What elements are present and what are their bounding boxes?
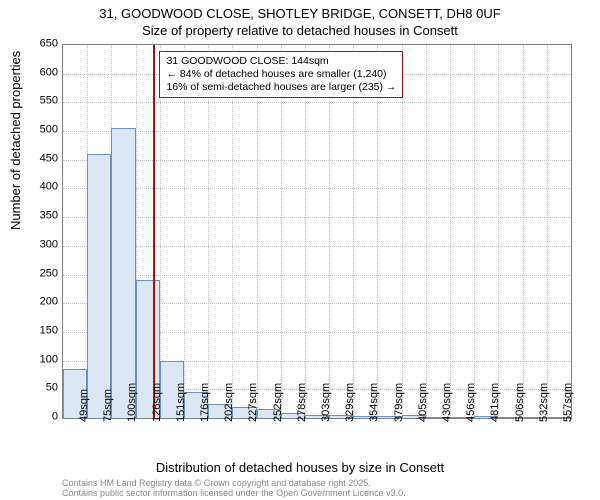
y-tick-label: 400	[18, 182, 58, 193]
x-tick-label: 532sqm	[538, 383, 550, 422]
gridline-v	[208, 45, 209, 418]
x-tick-label: 176sqm	[199, 383, 211, 422]
x-tick-label: 126sqm	[151, 383, 163, 422]
y-tick-label: 300	[18, 239, 58, 250]
gridline-v	[474, 45, 475, 418]
y-tick-label: 350	[18, 211, 58, 222]
footer-line-2: Contains public sector information licen…	[62, 488, 406, 498]
gridline-h	[63, 188, 571, 189]
annotation-box: 31 GOODWOOD CLOSE: 144sqm← 84% of detach…	[159, 51, 403, 98]
gridline-h	[63, 160, 571, 161]
histogram-bar	[111, 128, 135, 418]
gridline-v	[450, 45, 451, 418]
y-tick-label: 50	[18, 383, 58, 394]
x-tick-label: 379sqm	[393, 383, 405, 422]
y-tick-label: 600	[18, 67, 58, 78]
y-tick-label: 500	[18, 125, 58, 136]
x-tick-label: 456sqm	[465, 383, 477, 422]
x-tick-label: 481sqm	[489, 383, 501, 422]
histogram-bar	[87, 154, 111, 418]
x-tick-label: 252sqm	[272, 383, 284, 422]
x-axis-label: Distribution of detached houses by size …	[0, 460, 600, 475]
gridline-v	[402, 45, 403, 418]
gridline-v	[523, 45, 524, 418]
x-tick-label: 278sqm	[296, 383, 308, 422]
plot-area: 31 GOODWOOD CLOSE: 144sqm← 84% of detach…	[62, 44, 572, 419]
footer-line-1: Contains HM Land Registry data © Crown c…	[62, 478, 406, 488]
y-tick-label: 650	[18, 39, 58, 50]
x-tick-label: 49sqm	[78, 389, 90, 422]
gridline-h	[63, 131, 571, 132]
x-tick-label: 430sqm	[441, 383, 453, 422]
chart-title: 31, GOODWOOD CLOSE, SHOTLEY BRIDGE, CONS…	[0, 6, 600, 21]
y-tick-label: 200	[18, 297, 58, 308]
annot-title: 31 GOODWOOD CLOSE: 144sqm	[166, 55, 396, 68]
annot-smaller: ← 84% of detached houses are smaller (1,…	[166, 68, 396, 81]
gridline-v	[305, 45, 306, 418]
y-tick-label: 0	[18, 412, 58, 423]
x-tick-label: 354sqm	[368, 383, 380, 422]
gridline-v	[184, 45, 185, 418]
gridline-v	[329, 45, 330, 418]
footer-attribution: Contains HM Land Registry data © Crown c…	[62, 478, 406, 499]
gridline-v	[281, 45, 282, 418]
x-tick-label: 202sqm	[223, 383, 235, 422]
y-tick-label: 550	[18, 96, 58, 107]
x-tick-label: 303sqm	[320, 383, 332, 422]
gridline-h	[63, 275, 571, 276]
property-marker-line	[153, 45, 155, 418]
annot-larger: 16% of semi-detached houses are larger (…	[166, 81, 396, 94]
y-tick-label: 250	[18, 268, 58, 279]
gridline-v	[232, 45, 233, 418]
gridline-v	[353, 45, 354, 418]
x-tick-label: 405sqm	[417, 383, 429, 422]
y-tick-label: 150	[18, 325, 58, 336]
chart-container: 31, GOODWOOD CLOSE, SHOTLEY BRIDGE, CONS…	[0, 0, 600, 500]
gridline-h	[63, 217, 571, 218]
x-tick-label: 75sqm	[102, 389, 114, 422]
gridline-v	[547, 45, 548, 418]
gridline-v	[498, 45, 499, 418]
chart-subtitle: Size of property relative to detached ho…	[0, 23, 600, 38]
gridline-h	[63, 102, 571, 103]
x-tick-label: 506sqm	[514, 383, 526, 422]
gridline-v	[426, 45, 427, 418]
gridline-h	[63, 246, 571, 247]
x-tick-label: 151sqm	[175, 383, 187, 422]
x-tick-label: 557sqm	[562, 383, 574, 422]
x-tick-label: 227sqm	[247, 383, 259, 422]
x-tick-label: 100sqm	[126, 383, 138, 422]
gridline-v	[257, 45, 258, 418]
y-tick-label: 450	[18, 153, 58, 164]
y-tick-label: 100	[18, 354, 58, 365]
x-tick-label: 329sqm	[344, 383, 356, 422]
gridline-v	[377, 45, 378, 418]
